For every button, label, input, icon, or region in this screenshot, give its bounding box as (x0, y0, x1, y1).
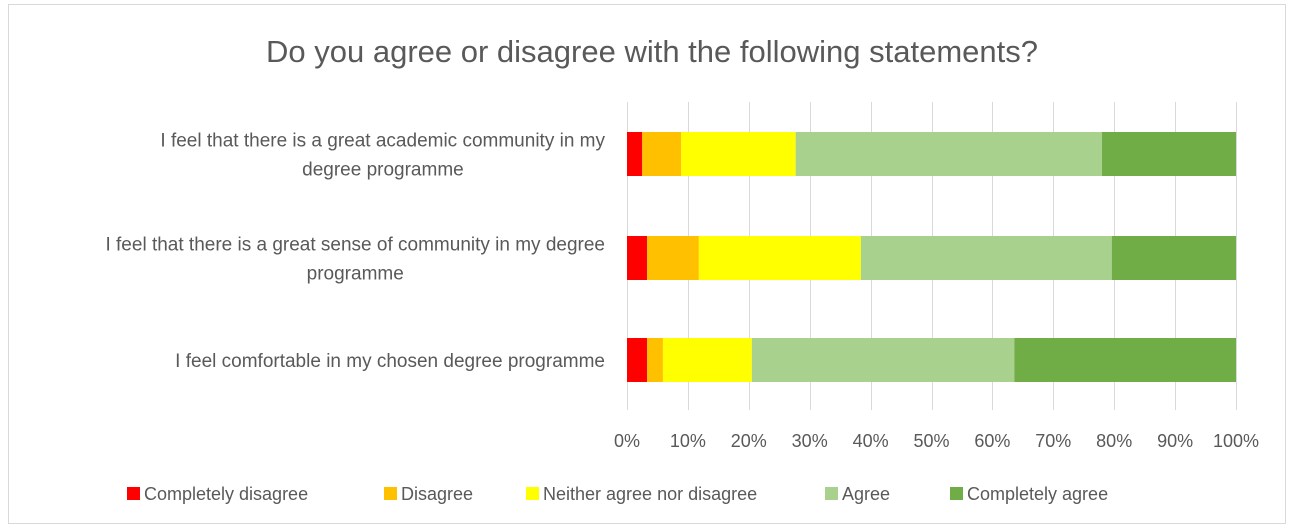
chart-title: Do you agree or disagree with the follow… (266, 34, 1038, 69)
x-tick-label: 90% (1157, 431, 1193, 451)
legend-item: Completely disagree (127, 484, 308, 504)
legend-item: Neither agree nor disagree (526, 484, 757, 504)
bar-segment (1014, 338, 1236, 382)
legend-swatch (127, 487, 140, 500)
legend-label: Completely disagree (144, 484, 308, 504)
bar-segment (642, 132, 682, 176)
bar-segment (795, 132, 1103, 176)
bar-segment (860, 236, 1112, 280)
legend-swatch (384, 487, 397, 500)
legend-label: Disagree (401, 484, 473, 504)
x-tick-label: 0% (614, 431, 640, 451)
legend-swatch (825, 487, 838, 500)
category-label: programme (307, 264, 404, 285)
bar-segment (647, 338, 663, 382)
bar-segment (627, 236, 648, 280)
category-label: I feel that there is a great academic co… (160, 131, 605, 152)
legend-label: Completely agree (967, 484, 1108, 504)
bar-segment (1111, 236, 1236, 280)
bar-segment (751, 338, 1015, 382)
x-tick-label: 20% (731, 431, 767, 451)
category-label: I feel that there is a great sense of co… (105, 235, 605, 256)
category-label: I feel comfortable in my chosen degree p… (175, 351, 605, 372)
x-tick-label: 60% (974, 431, 1010, 451)
category-label: degree programme (302, 160, 464, 181)
x-tick-label: 100% (1213, 431, 1259, 451)
legend-item: Disagree (384, 484, 473, 504)
bar-segment (627, 338, 648, 382)
legend-swatch (526, 487, 539, 500)
x-tick-label: 70% (1035, 431, 1071, 451)
legend-item: Completely agree (950, 484, 1108, 504)
x-tick-label: 50% (913, 431, 949, 451)
legend-label: Agree (842, 484, 890, 504)
bar-segment (698, 236, 861, 280)
x-tick-label: 40% (853, 431, 889, 451)
bar-segment (647, 236, 699, 280)
x-tick-label: 10% (670, 431, 706, 451)
legend-item: Agree (825, 484, 890, 504)
x-tick-label: 30% (792, 431, 828, 451)
legend-swatch (950, 487, 963, 500)
x-tick-label: 80% (1096, 431, 1132, 451)
bar-segment (681, 132, 796, 176)
bar-segment (662, 338, 752, 382)
bar-segment (1102, 132, 1236, 176)
legend-label: Neither agree nor disagree (543, 484, 757, 504)
bar-segment (627, 132, 643, 176)
